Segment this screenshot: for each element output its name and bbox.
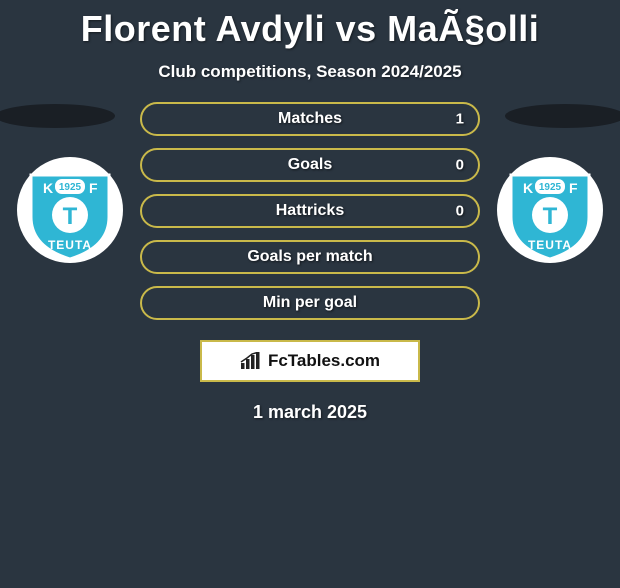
date-text: 1 march 2025 <box>0 402 620 423</box>
badge-letter-t: T <box>543 203 558 230</box>
stat-value: 0 <box>456 157 464 174</box>
left-ellipse <box>0 104 115 128</box>
content-area: K F 1925 T TEUTA K F 1925 T TEUTA Matche… <box>0 102 620 423</box>
page-title: Florent Avdyli vs MaÃ§olli <box>0 8 620 50</box>
brand-box[interactable]: FcTables.com <box>200 340 420 382</box>
teuta-badge-icon: K F 1925 T TEUTA <box>17 157 123 263</box>
stat-row-matches: Matches 1 <box>140 102 480 136</box>
stat-label: Matches <box>278 110 342 128</box>
stat-row-goals-per-match: Goals per match <box>140 240 480 274</box>
stat-value: 0 <box>456 203 464 220</box>
stat-row-min-per-goal: Min per goal <box>140 286 480 320</box>
badge-letter-k: K <box>523 180 533 196</box>
stat-row-goals: Goals 0 <box>140 148 480 182</box>
badge-letter-f: F <box>569 180 578 196</box>
right-ellipse <box>505 104 620 128</box>
club-badge-left: K F 1925 T TEUTA <box>17 157 123 263</box>
stat-label: Min per goal <box>263 294 357 312</box>
badge-letter-t: T <box>63 203 78 230</box>
stat-label: Goals <box>288 156 332 174</box>
stats-list: Matches 1 Goals 0 Hattricks 0 Goals per … <box>140 102 480 320</box>
teuta-badge-icon: K F 1925 T TEUTA <box>497 157 603 263</box>
badge-letter-f: F <box>89 180 98 196</box>
stat-row-hattricks: Hattricks 0 <box>140 194 480 228</box>
bar-chart-icon <box>240 352 262 370</box>
badge-club-name: TEUTA <box>48 238 92 252</box>
brand-text: FcTables.com <box>268 351 380 371</box>
badge-year: 1925 <box>539 182 562 193</box>
stat-label: Goals per match <box>247 248 372 266</box>
badge-year: 1925 <box>59 182 82 193</box>
badge-letter-k: K <box>43 180 53 196</box>
club-badge-right: K F 1925 T TEUTA <box>497 157 603 263</box>
stat-label: Hattricks <box>276 202 344 220</box>
subtitle: Club competitions, Season 2024/2025 <box>0 62 620 82</box>
badge-club-name: TEUTA <box>528 238 572 252</box>
stat-value: 1 <box>456 111 464 128</box>
